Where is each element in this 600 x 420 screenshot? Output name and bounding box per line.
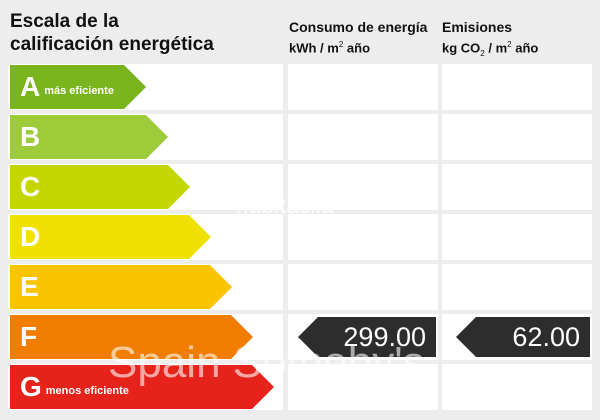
energy-cell: 299.00 — [288, 314, 438, 360]
rating-row-f: F 299.00 62.00 — [8, 314, 592, 360]
rating-letter: E — [20, 271, 39, 302]
rating-letter: A — [20, 71, 41, 102]
energy-cell — [288, 264, 438, 310]
rating-letter: G — [20, 371, 42, 402]
rating-letter: C — [20, 171, 41, 202]
rating-note: menos eficiente — [45, 385, 129, 397]
emissions-cell — [442, 364, 592, 410]
rating-arrow-d: D — [10, 215, 211, 259]
rating-arrow-f: F — [10, 315, 253, 359]
energy-cell — [288, 64, 438, 110]
rating-letter: D — [20, 221, 41, 252]
emissions-cell — [442, 214, 592, 260]
emissions-value-marker: 62.00 — [456, 317, 590, 357]
rating-arrow-b: B — [10, 115, 168, 159]
scale-cell: E — [8, 264, 283, 310]
energy-column-label: Consumo de energía — [289, 19, 428, 35]
emissions-cell — [442, 264, 592, 310]
rating-row-b: B — [8, 114, 592, 160]
emissions-column-header: Emisiones kg CO2 / m2 año — [442, 18, 538, 63]
rating-letter: B — [20, 121, 41, 152]
emissions-cell — [442, 64, 592, 110]
title-line-1: Escala de la — [10, 11, 119, 32]
emissions-cell: 62.00 — [442, 314, 592, 360]
emissions-cell — [442, 164, 592, 210]
energy-cell — [288, 214, 438, 260]
rating-letter: F — [20, 321, 38, 352]
energy-column-header: Consumo de energía kWh / m2 año — [289, 18, 427, 57]
page-title: Escala de la calificación energética — [10, 10, 214, 56]
energy-cell — [288, 164, 438, 210]
scale-cell: C — [8, 164, 283, 210]
emissions-cell — [442, 114, 592, 160]
emissions-column-label: Emisiones — [442, 19, 513, 35]
rating-arrow-c: C — [10, 165, 190, 209]
rating-note: más eficiente — [44, 85, 114, 97]
rating-row-c: C — [8, 164, 592, 210]
rating-row-d: D — [8, 214, 592, 260]
rating-arrow-e: E — [10, 265, 232, 309]
energy-column-unit: kWh / m2 año — [289, 40, 371, 56]
emissions-column-unit: kg CO2 / m2 año — [442, 40, 539, 58]
scale-cell: D — [8, 214, 283, 260]
energy-cell — [288, 114, 438, 160]
energy-value-marker: 299.00 — [298, 317, 436, 357]
scale-cell: B — [8, 114, 283, 160]
scale-cell: F — [8, 314, 283, 360]
energy-cell — [288, 364, 438, 410]
title-line-2: calificación energética — [10, 34, 214, 55]
rating-row-e: E — [8, 264, 592, 310]
